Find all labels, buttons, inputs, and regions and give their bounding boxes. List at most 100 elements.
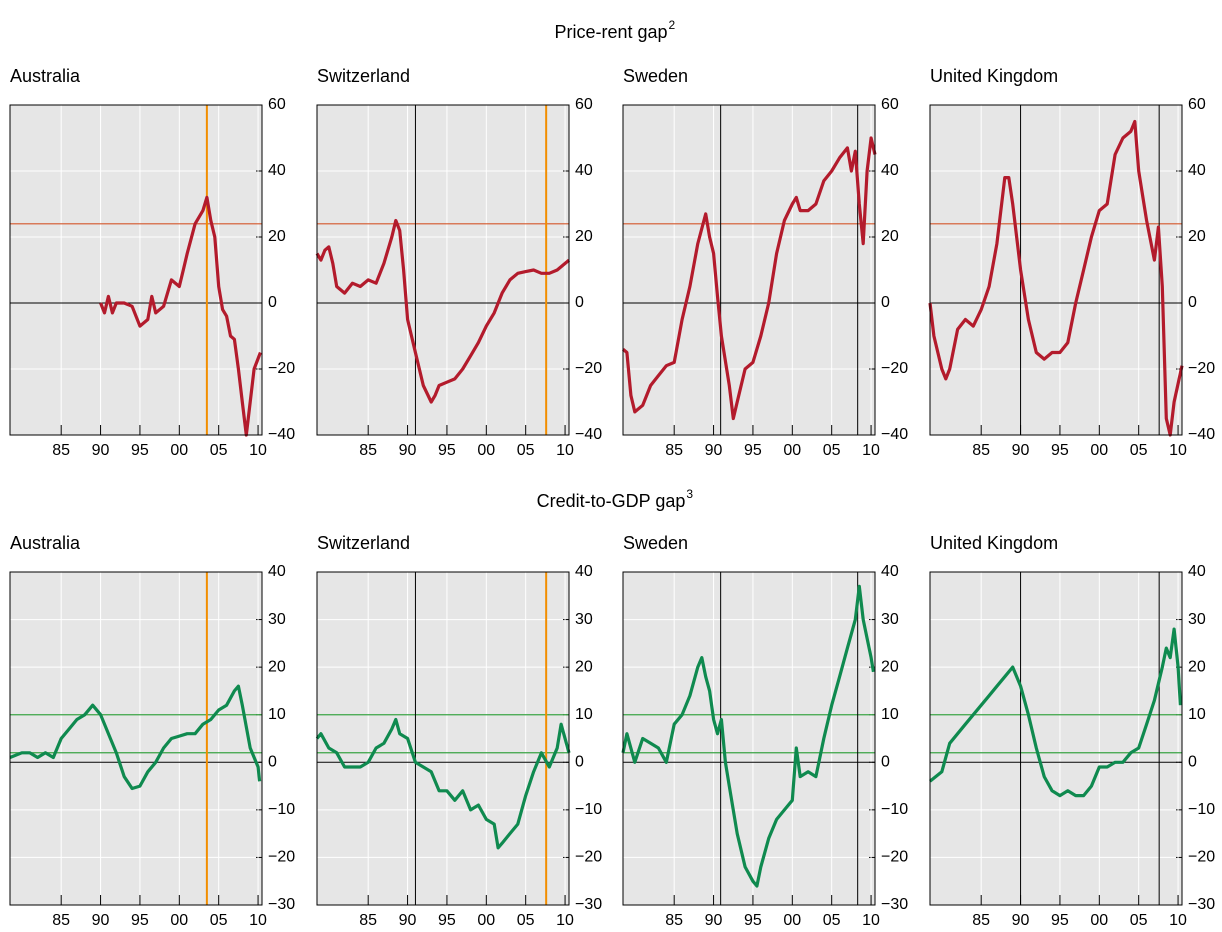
- y-tick-label: 10: [881, 706, 899, 723]
- y-tick-label: −40: [268, 426, 295, 443]
- data-line: [99, 195, 262, 437]
- panel-title: Sweden: [623, 66, 688, 86]
- panel-title: United Kingdom: [930, 533, 1058, 553]
- y-tick-label: 30: [1188, 611, 1206, 628]
- y-tick-label: 0: [881, 754, 890, 771]
- y-tick-label: 40: [1188, 162, 1206, 179]
- y-tick-label: 40: [268, 162, 286, 179]
- y-tick-label: −10: [881, 801, 908, 818]
- x-tick-label: 95: [131, 442, 149, 459]
- x-tick-label: 90: [705, 442, 723, 459]
- panel-title: Australia: [10, 66, 81, 86]
- x-tick-label: 10: [862, 912, 880, 929]
- y-tick-label: 40: [575, 162, 593, 179]
- x-tick-label: 95: [131, 912, 149, 929]
- plot-background: [623, 572, 875, 905]
- x-tick-label: 05: [1130, 442, 1148, 459]
- y-tick-label: 60: [268, 96, 286, 113]
- data-line: [315, 717, 571, 850]
- data-line: [928, 627, 1182, 798]
- y-tick-label: −10: [268, 801, 295, 818]
- y-tick-label: 40: [881, 162, 899, 179]
- y-tick-label: 30: [575, 611, 593, 628]
- panel-title: Sweden: [623, 533, 688, 553]
- y-tick-label: −30: [575, 896, 602, 913]
- x-tick-label: 05: [823, 912, 841, 929]
- data-line: [315, 218, 571, 404]
- x-tick-label: 05: [210, 442, 228, 459]
- x-tick-label: 00: [170, 912, 188, 929]
- y-tick-label: −30: [881, 896, 908, 913]
- y-tick-label: 60: [881, 96, 899, 113]
- y-tick-label: −40: [1188, 426, 1215, 443]
- x-tick-label: 85: [52, 912, 70, 929]
- x-tick-label: 10: [1169, 912, 1187, 929]
- y-tick-label: −20: [881, 360, 908, 377]
- x-tick-label: 90: [399, 442, 417, 459]
- plot-background: [930, 572, 1182, 905]
- y-tick-label: −30: [1188, 896, 1215, 913]
- y-tick-label: −40: [881, 426, 908, 443]
- data-line: [621, 584, 875, 888]
- x-tick-label: 90: [705, 912, 723, 929]
- x-tick-label: 00: [1090, 442, 1108, 459]
- section-title-superscript: 2: [669, 18, 676, 32]
- y-tick-label: 0: [881, 294, 890, 311]
- x-tick-label: 95: [744, 912, 762, 929]
- plot-border: [316, 104, 570, 436]
- x-tick-label: 10: [249, 912, 267, 929]
- plot-border: [622, 571, 876, 906]
- x-tick-label: 85: [665, 912, 683, 929]
- data-line: [621, 136, 877, 421]
- x-tick-label: 05: [823, 442, 841, 459]
- panel-title: United Kingdom: [930, 66, 1058, 86]
- panel-title: Switzerland: [317, 66, 410, 86]
- y-tick-label: −20: [268, 849, 295, 866]
- y-tick-label: 20: [1188, 228, 1206, 245]
- x-tick-label: 10: [1169, 442, 1187, 459]
- x-tick-label: 10: [556, 442, 574, 459]
- section-title: Price-rent gap: [554, 22, 667, 42]
- y-tick-label: −30: [268, 896, 295, 913]
- y-tick-label: 0: [1188, 754, 1197, 771]
- y-tick-label: −20: [881, 849, 908, 866]
- x-tick-label: 00: [1090, 912, 1108, 929]
- plot-background: [930, 105, 1182, 435]
- plot-border: [929, 571, 1183, 906]
- y-tick-label: −10: [575, 801, 602, 818]
- y-tick-label: 20: [575, 228, 593, 245]
- x-tick-label: 00: [477, 442, 495, 459]
- x-tick-label: 10: [862, 442, 880, 459]
- y-tick-label: 10: [1188, 706, 1206, 723]
- y-tick-label: 0: [268, 294, 277, 311]
- y-tick-label: 20: [881, 228, 899, 245]
- y-tick-label: 60: [1188, 96, 1206, 113]
- y-tick-label: −40: [575, 426, 602, 443]
- y-tick-label: 10: [268, 706, 286, 723]
- x-tick-label: 95: [1051, 912, 1069, 929]
- x-tick-label: 00: [477, 912, 495, 929]
- x-tick-label: 10: [556, 912, 574, 929]
- x-tick-label: 85: [52, 442, 70, 459]
- y-tick-label: 10: [575, 706, 593, 723]
- y-tick-label: −20: [1188, 849, 1215, 866]
- plot-border: [9, 104, 263, 436]
- x-tick-label: 85: [972, 442, 990, 459]
- x-tick-label: 05: [517, 912, 535, 929]
- y-tick-label: 40: [575, 563, 593, 580]
- x-tick-label: 95: [1051, 442, 1069, 459]
- x-tick-label: 90: [92, 912, 110, 929]
- y-tick-label: −20: [268, 360, 295, 377]
- y-tick-label: 0: [1188, 294, 1197, 311]
- y-tick-label: 0: [575, 754, 584, 771]
- plot-background: [10, 105, 262, 435]
- x-tick-label: 95: [438, 442, 456, 459]
- x-tick-label: 10: [249, 442, 267, 459]
- plot-border: [929, 104, 1183, 436]
- x-tick-label: 85: [972, 912, 990, 929]
- plot-border: [316, 571, 570, 906]
- y-tick-label: 40: [268, 563, 286, 580]
- y-tick-label: −20: [575, 360, 602, 377]
- y-tick-label: 20: [268, 228, 286, 245]
- y-tick-label: 0: [268, 754, 277, 771]
